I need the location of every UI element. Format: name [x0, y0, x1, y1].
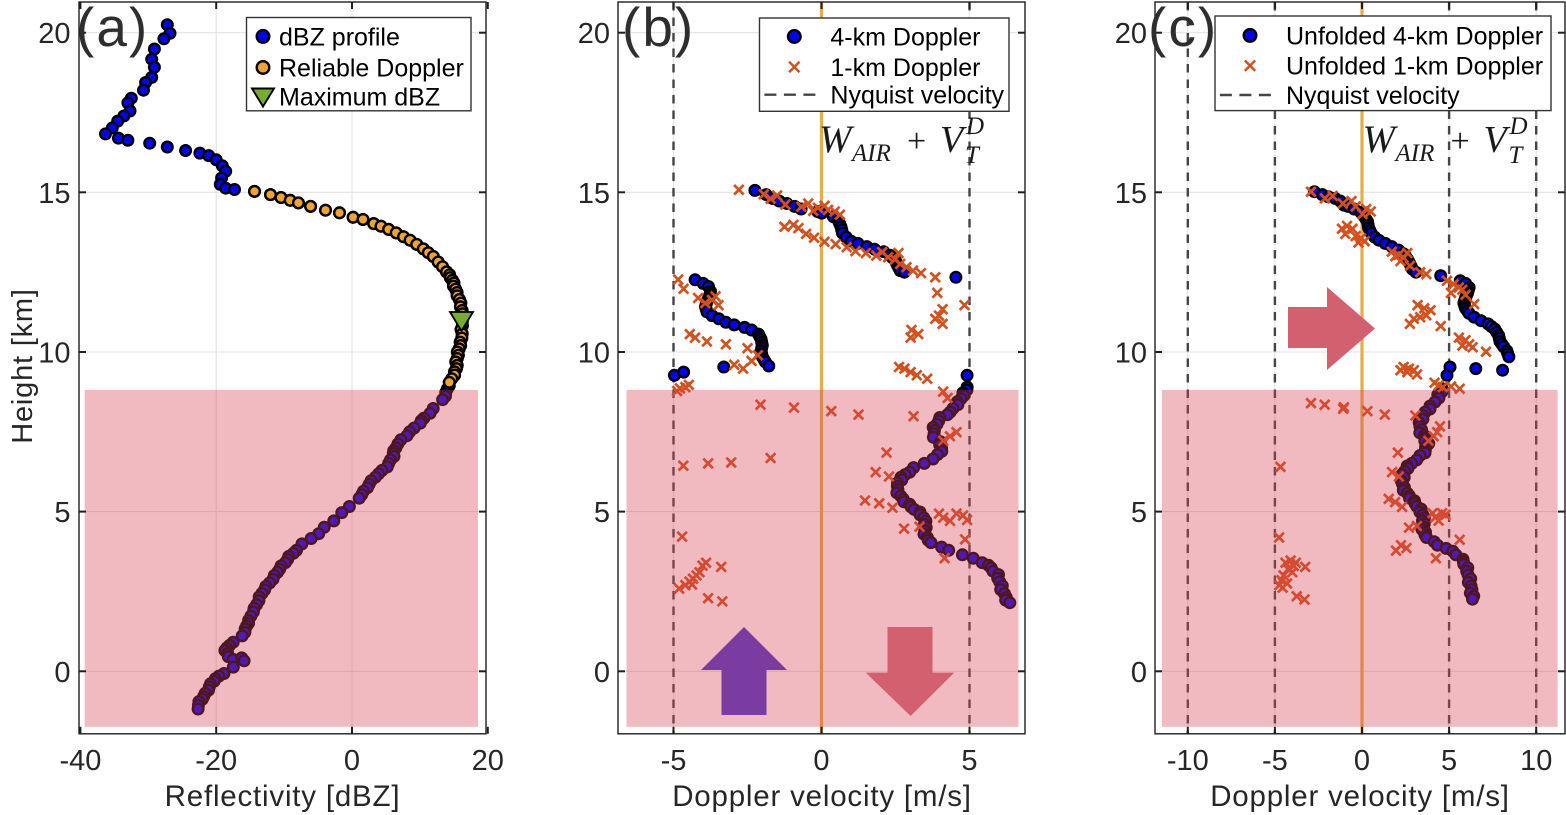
svg-text:-20: -20: [195, 745, 237, 777]
svg-text:0: 0: [54, 657, 70, 689]
svg-text:T: T: [965, 142, 981, 169]
svg-text:15: 15: [578, 178, 610, 210]
svg-text:0: 0: [344, 745, 360, 777]
svg-text:Nyquist velocity: Nyquist velocity: [830, 82, 1004, 110]
svg-text:W: W: [1363, 118, 1399, 161]
svg-text:D: D: [1509, 113, 1528, 140]
svg-text:0: 0: [1131, 657, 1147, 689]
svg-text:Reflectivity [dBZ]: Reflectivity [dBZ]: [165, 780, 401, 813]
svg-text:20: 20: [472, 745, 504, 777]
svg-text:5: 5: [1131, 497, 1147, 529]
svg-text:+: +: [907, 123, 926, 160]
svg-text:(c): (c): [1148, 0, 1218, 58]
svg-text:1-km Doppler: 1-km Doppler: [830, 54, 980, 82]
svg-text:W: W: [819, 118, 855, 161]
svg-text:0: 0: [1354, 745, 1370, 777]
svg-text:Unfolded 1-km Doppler: Unfolded 1-km Doppler: [1286, 53, 1543, 81]
svg-text:AIR: AIR: [1394, 140, 1435, 167]
svg-text:-5: -5: [661, 745, 687, 777]
svg-text:0: 0: [813, 745, 829, 777]
svg-text:10: 10: [578, 338, 610, 370]
svg-text:(a): (a): [76, 0, 149, 58]
svg-text:0: 0: [594, 657, 610, 689]
svg-text:V: V: [1484, 119, 1511, 161]
svg-text:dBZ profile: dBZ profile: [279, 23, 400, 51]
svg-text:5: 5: [961, 745, 977, 777]
svg-text:10: 10: [38, 338, 70, 370]
svg-text:-5: -5: [1262, 745, 1288, 777]
svg-text:5: 5: [594, 497, 610, 529]
svg-text:15: 15: [38, 178, 70, 210]
svg-text:(b): (b): [622, 0, 695, 58]
svg-text:10: 10: [1115, 338, 1147, 370]
svg-text:Doppler velocity [m/s]: Doppler velocity [m/s]: [672, 780, 972, 813]
svg-text:V: V: [940, 119, 967, 161]
svg-text:T: T: [1509, 142, 1525, 169]
svg-text:-10: -10: [1167, 745, 1209, 777]
svg-text:AIR: AIR: [850, 140, 891, 167]
svg-text:Height [km]: Height [km]: [7, 288, 39, 443]
svg-text:+: +: [1451, 123, 1470, 160]
svg-text:Unfolded 4-km Doppler: Unfolded 4-km Doppler: [1286, 22, 1543, 50]
svg-text:5: 5: [1441, 745, 1457, 777]
svg-text:Doppler velocity [m/s]: Doppler velocity [m/s]: [1210, 780, 1510, 813]
svg-text:Maximum dBZ: Maximum dBZ: [279, 84, 440, 112]
svg-text:-40: -40: [59, 745, 101, 777]
svg-text:Nyquist velocity: Nyquist velocity: [1286, 82, 1460, 110]
svg-text:D: D: [965, 113, 984, 140]
svg-text:5: 5: [54, 497, 70, 529]
svg-text:20: 20: [1115, 18, 1147, 50]
svg-text:20: 20: [38, 18, 70, 50]
svg-text:10: 10: [1520, 745, 1552, 777]
svg-text:20: 20: [578, 18, 610, 50]
svg-text:Reliable Doppler: Reliable Doppler: [279, 55, 464, 83]
svg-text:15: 15: [1115, 178, 1147, 210]
svg-text:4-km Doppler: 4-km Doppler: [830, 24, 980, 52]
